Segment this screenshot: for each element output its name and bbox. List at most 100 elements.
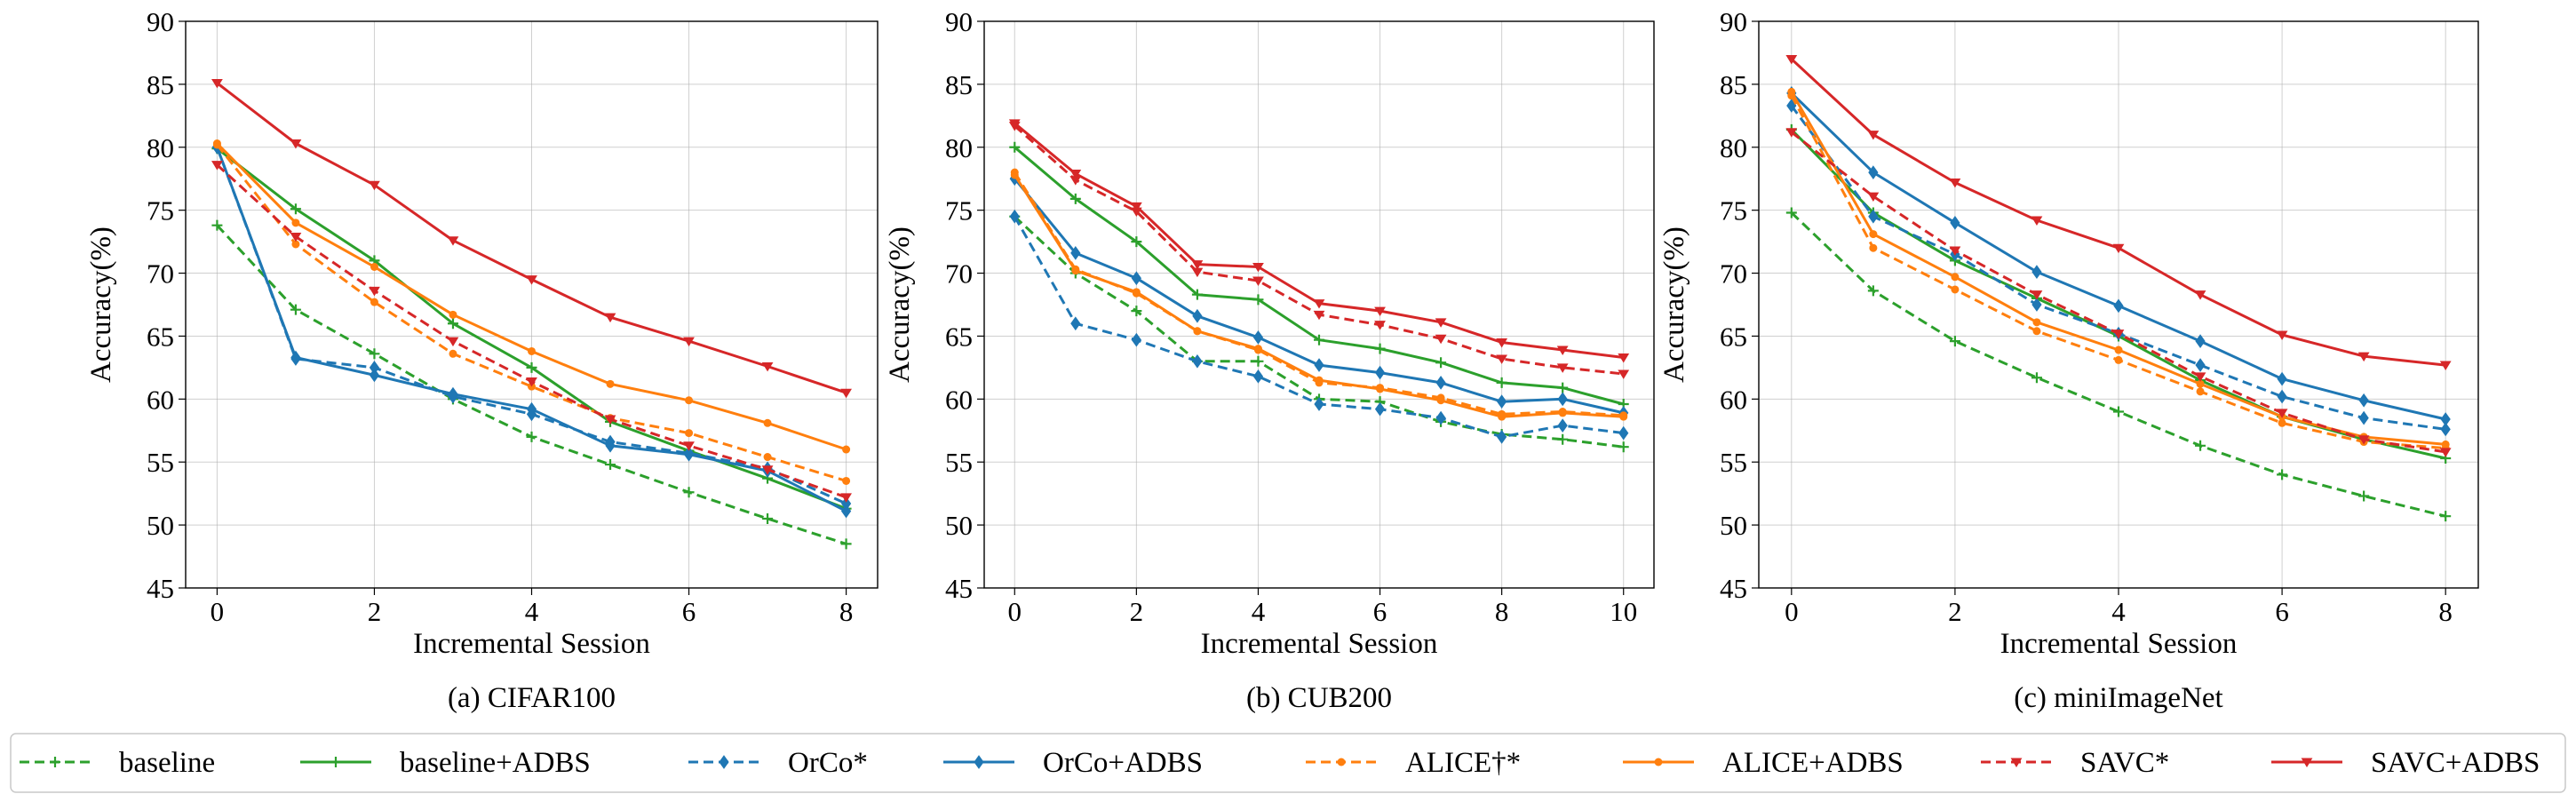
data-point xyxy=(2276,409,2288,418)
data-point xyxy=(1069,170,1082,179)
data-point xyxy=(1435,318,1447,328)
data-point xyxy=(2358,490,2370,502)
y-axis-label: Accuracy(%) xyxy=(1658,226,1690,383)
x-tick-label: 6 xyxy=(1373,596,1387,627)
chart-panel-c-miniimagenet: 0 2 4 6 8 45 50 55 60 65 70 75 80 85 90 Incremental Ses… xyxy=(1658,6,2479,714)
y-tick-label: 90 xyxy=(945,6,973,37)
y-tick-label: 60 xyxy=(1720,384,1747,415)
data-point xyxy=(369,180,380,191)
y-tick-label: 50 xyxy=(1720,510,1747,541)
x-tick-label: 8 xyxy=(839,596,854,627)
data-point xyxy=(1949,178,1961,188)
chart-panel-a-cifar100: 0 2 4 6 8 45 50 55 60 65 70 75 80 85 90 Incremental Ses… xyxy=(85,6,879,714)
data-point xyxy=(683,441,695,451)
data-point xyxy=(1252,330,1264,345)
data-point xyxy=(1558,409,1567,417)
data-point xyxy=(1192,308,1203,323)
y-tick-label: 85 xyxy=(1720,69,1747,100)
data-point xyxy=(2196,379,2205,388)
data-point xyxy=(1008,119,1021,129)
legend-entry-savc: SAVC* xyxy=(1981,747,2169,779)
data-point xyxy=(2112,243,2125,254)
data-point xyxy=(1314,397,1324,411)
data-point xyxy=(1618,353,1630,363)
y-tick-label: 75 xyxy=(1720,195,1747,226)
x-axis-label: Incremental Session xyxy=(413,628,650,660)
data-point xyxy=(1252,276,1264,287)
x-axis-label: Incremental Session xyxy=(2000,628,2238,660)
data-point xyxy=(1071,266,1080,275)
y-tick-label: 80 xyxy=(945,132,973,163)
data-point xyxy=(2194,290,2206,300)
y-tick-label: 45 xyxy=(1720,573,1747,604)
data-point xyxy=(211,219,223,231)
data-point xyxy=(1787,87,1796,96)
data-point xyxy=(1252,294,1264,306)
chart-panel-b-cub200: 0 2 4 6 8 10 45 50 55 60 65 70 75 80 85 90 Incremental S… xyxy=(884,6,1655,714)
data-point xyxy=(2440,422,2451,437)
data-point xyxy=(370,262,378,271)
data-point xyxy=(1436,396,1445,405)
data-point xyxy=(290,203,301,215)
data-point xyxy=(2277,469,2288,480)
data-point xyxy=(369,348,380,360)
data-point xyxy=(1556,363,1569,373)
data-point xyxy=(449,310,457,319)
data-point xyxy=(447,318,458,330)
legend-label: ALICE+ADBS xyxy=(1722,747,1904,779)
data-point xyxy=(290,304,301,315)
x-tick-label: 0 xyxy=(1008,596,1022,627)
data-point xyxy=(2441,440,2450,449)
data-point xyxy=(369,286,380,297)
data-point xyxy=(840,504,852,519)
y-tick-label: 80 xyxy=(1720,132,1747,163)
x-tick-label: 4 xyxy=(1252,596,1266,627)
legend-marker xyxy=(50,757,60,767)
data-point xyxy=(1374,401,1386,417)
data-point xyxy=(2357,435,2370,445)
legend-marker xyxy=(974,755,984,769)
y-tick-label: 60 xyxy=(945,384,973,415)
data-point xyxy=(2440,412,2451,426)
data-point xyxy=(1435,410,1446,425)
data-point xyxy=(1374,365,1386,380)
data-point xyxy=(1313,299,1325,309)
data-point xyxy=(211,78,223,89)
data-point xyxy=(1867,285,1879,297)
y-tick-label: 90 xyxy=(147,6,174,37)
y-tick-label: 70 xyxy=(945,258,973,290)
data-point xyxy=(1191,260,1204,270)
legend-marker xyxy=(719,755,729,769)
data-point xyxy=(1618,425,1629,441)
data-point xyxy=(1435,357,1447,369)
data-point xyxy=(1497,394,1507,409)
x-tick-label: 2 xyxy=(1948,596,1962,627)
legend-label: SAVC* xyxy=(2080,747,2169,779)
data-point xyxy=(1131,236,1142,248)
data-point xyxy=(2195,334,2206,348)
legend-entry-orco: OrCo* xyxy=(688,747,868,779)
data-point xyxy=(1949,246,1961,256)
axes-frame xyxy=(983,20,1655,589)
legend-marker xyxy=(1654,758,1663,766)
data-point xyxy=(1009,141,1021,153)
data-point xyxy=(1867,192,1880,202)
data-point xyxy=(2278,418,2286,427)
y-tick-label: 55 xyxy=(1720,447,1747,478)
data-point xyxy=(2440,511,2452,522)
series-orco xyxy=(1009,209,1629,444)
data-point xyxy=(606,379,615,388)
series-savc-plus-adbs xyxy=(1785,55,2452,371)
legend-label: OrCo+ADBS xyxy=(1043,747,1203,779)
y-tick-label: 50 xyxy=(945,510,973,541)
data-point xyxy=(290,139,302,149)
data-point xyxy=(1376,385,1385,393)
data-point xyxy=(1191,289,1203,300)
series-line xyxy=(216,143,847,482)
x-tick-label: 6 xyxy=(2275,596,2289,627)
series-savc-plus-adbs xyxy=(1008,119,1630,363)
data-point xyxy=(1949,336,1960,347)
data-point xyxy=(1951,285,1960,294)
y-tick-label: 45 xyxy=(945,573,973,604)
x-tick-label: 6 xyxy=(682,596,696,627)
